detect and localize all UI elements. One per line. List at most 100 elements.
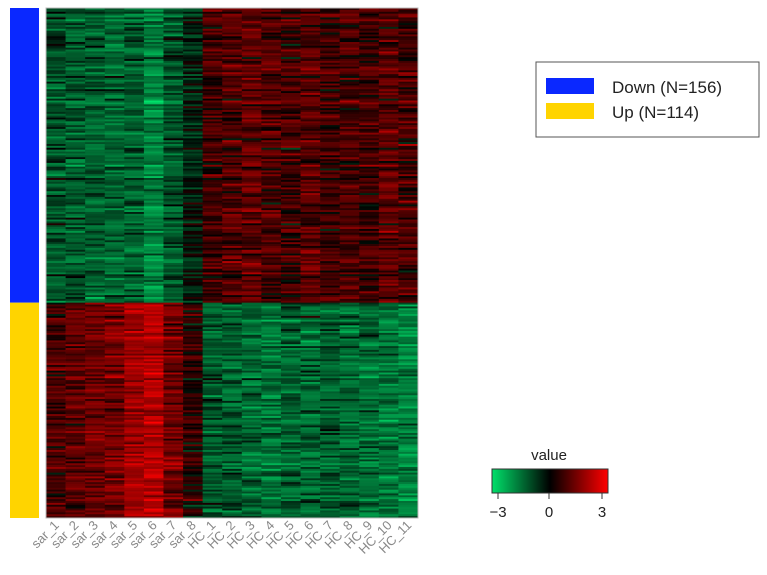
heatmap-cell: [222, 247, 243, 251]
heatmap-cell: [85, 234, 106, 237]
heatmap-cell: [183, 200, 203, 203]
heatmap-cell: [104, 334, 125, 338]
heatmap-cell: [398, 70, 419, 73]
heatmap-cell: [378, 155, 399, 158]
heatmap-cell: [183, 359, 203, 362]
heatmap-cell: [124, 179, 145, 183]
heatmap-cell: [378, 9, 399, 13]
heatmap-cell: [85, 355, 106, 358]
heatmap-cell: [46, 136, 66, 139]
heatmap-cell: [359, 17, 380, 20]
heatmap-cell: [359, 385, 380, 389]
heatmap-cell: [300, 168, 321, 171]
heatmap-cell: [320, 79, 341, 83]
heatmap-cell: [85, 210, 106, 213]
heatmap-cell: [65, 49, 86, 52]
heatmap-cell: [359, 168, 380, 171]
heatmap-cell: [261, 255, 282, 258]
heatmap-cell: [104, 232, 125, 236]
heatmap-cell: [222, 263, 243, 266]
heatmap-cell: [163, 162, 184, 166]
heatmap-cell: [222, 300, 243, 304]
heatmap-cell: [398, 434, 419, 438]
heatmap-cell: [143, 346, 164, 349]
heatmap-cell: [222, 60, 243, 64]
heatmap-cell: [163, 147, 184, 151]
heatmap-cell: [222, 196, 243, 200]
heatmap-cell: [339, 285, 360, 288]
heatmap-cell: [65, 161, 86, 164]
heatmap-cell: [339, 208, 360, 211]
heatmap-cell: [183, 283, 203, 287]
heatmap-cell: [378, 459, 399, 462]
heatmap-cell: [300, 57, 321, 60]
heatmap-cell: [398, 79, 419, 83]
heatmap-cell: [46, 480, 66, 483]
heatmap-cell: [261, 383, 282, 387]
heatmap-cell: [85, 113, 106, 117]
heatmap-cell: [163, 151, 184, 154]
heatmap-cell: [202, 108, 223, 111]
heatmap-cell: [300, 419, 321, 423]
heatmap-cell: [261, 223, 282, 226]
heatmap-cell: [261, 438, 282, 441]
heatmap-cell: [398, 195, 419, 198]
heatmap-cell: [280, 368, 301, 372]
heatmap-cell: [261, 19, 282, 22]
heatmap-cell: [104, 270, 125, 273]
heatmap-cell: [183, 397, 203, 400]
heatmap-cell: [241, 94, 262, 98]
heatmap-cell: [202, 427, 223, 430]
heatmap-cell: [202, 246, 223, 249]
heatmap-cell: [261, 83, 282, 86]
heatmap-cell: [163, 64, 184, 67]
heatmap-cell: [143, 334, 164, 338]
heatmap-cell: [222, 376, 243, 379]
heatmap-cell: [202, 342, 223, 345]
heatmap-cell: [104, 315, 125, 319]
heatmap-cell: [359, 327, 380, 330]
heatmap-cell: [85, 25, 106, 28]
heatmap-cell: [398, 353, 419, 356]
heatmap-cell: [339, 251, 360, 254]
heatmap-cell: [241, 187, 262, 190]
heatmap-cell: [85, 380, 106, 383]
heatmap-cell: [378, 440, 399, 443]
heatmap-cell: [261, 21, 282, 24]
heatmap-cell: [398, 419, 419, 423]
heatmap-cell: [124, 195, 145, 198]
heatmap-cell: [183, 191, 203, 194]
heatmap-cell: [85, 402, 106, 406]
heatmap-cell: [124, 263, 145, 266]
heatmap-cell: [378, 234, 399, 237]
heatmap-cell: [261, 193, 282, 196]
heatmap-cell: [65, 119, 86, 122]
heatmap-cell: [300, 189, 321, 192]
heatmap-cell: [85, 314, 106, 317]
heatmap-cell: [163, 419, 184, 423]
heatmap-cell: [398, 470, 419, 474]
heatmap-cell: [65, 419, 86, 423]
heatmap-cell: [143, 380, 164, 383]
heatmap-cell: [163, 427, 184, 430]
heatmap-cell: [300, 249, 321, 253]
heatmap-cell: [163, 123, 184, 126]
heatmap-cell: [241, 253, 262, 256]
heatmap-cell: [124, 229, 145, 232]
heatmap-cell: [183, 32, 203, 35]
heatmap-cell: [65, 144, 86, 147]
heatmap-cell: [359, 270, 380, 273]
heatmap-cell: [183, 244, 203, 247]
heatmap-cell: [202, 306, 223, 309]
heatmap-cell: [143, 278, 164, 281]
heatmap-cell: [85, 325, 106, 328]
heatmap-cell: [124, 468, 145, 472]
heatmap-cell: [339, 181, 360, 185]
heatmap-cell: [163, 366, 184, 370]
heatmap-cell: [261, 280, 282, 283]
heatmap-cell: [124, 266, 145, 270]
heatmap-cell: [202, 482, 223, 485]
heatmap-cell: [320, 264, 341, 268]
heatmap-cell: [378, 253, 399, 256]
heatmap-cell: [202, 317, 223, 321]
